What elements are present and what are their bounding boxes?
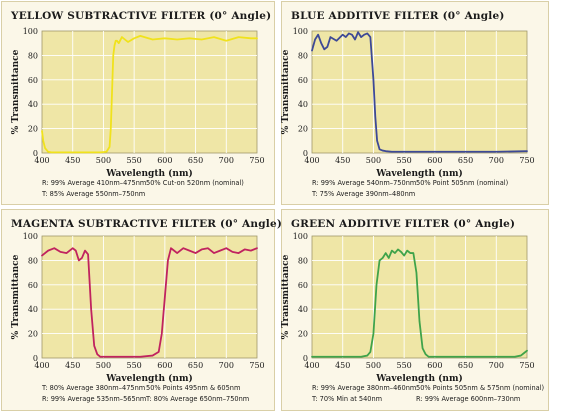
blue-additive-filter-panel	[281, 1, 549, 205]
spec-note: R: 99% Average 380nm–460nm	[312, 384, 417, 392]
spec-note: R: 99% Average 540nm–750nm	[312, 179, 417, 187]
chart-title: YELLOW SUBTRACTIVE FILTER (0° Angle)	[11, 10, 271, 22]
spec-note: 50% Points 495nm & 605nm	[146, 384, 241, 392]
spec-note: T: 75% Average 390nm–480nm	[312, 190, 416, 198]
spec-notes: T: 80% Average 380nm–475nm 50% Points 495…	[42, 383, 296, 407]
chart-title-text: GREEN ADDITIVE FILTER	[291, 218, 450, 230]
chart-title-text: MAGENTA SUBTRACTIVE FILTER	[11, 218, 217, 230]
spec-note: T: 85% Average 550nm–750nm	[42, 190, 146, 198]
chart-title-angle: (0° Angle)	[205, 10, 272, 22]
chart-title-angle: (0° Angle)	[216, 218, 282, 230]
spec-note: R: 99% Average 600nm–730nm	[416, 395, 521, 403]
spec-notes: R: 99% Average 540nm–750nm 50% Point 505n…	[312, 178, 560, 202]
spec-note: T: 80% Average 380nm–475nm	[42, 384, 146, 392]
spec-note: 50% Cut-on 520nm (nominal)	[146, 179, 244, 187]
yellow-subtractive-filter-panel	[1, 1, 275, 205]
chart-title-text: YELLOW SUBTRACTIVE FILTER	[11, 10, 206, 22]
chart-title: BLUE ADDITIVE FILTER (0° Angle)	[291, 10, 505, 22]
magenta-subtractive-filter-panel	[1, 209, 275, 411]
chart-title: MAGENTA SUBTRACTIVE FILTER (0° Angle)	[11, 218, 282, 230]
spec-note: 50% Points 505nm & 575nm (nominal)	[416, 384, 545, 392]
green-additive-filter-panel	[281, 209, 549, 411]
chart-title-text: BLUE ADDITIVE FILTER	[291, 10, 439, 22]
chart-title: GREEN ADDITIVE FILTER (0° Angle)	[291, 218, 515, 230]
spec-note: R: 99% Average 410nm–475nm	[42, 179, 147, 187]
spec-notes: R: 99% Average 380nm–460nm 50% Points 505…	[312, 383, 560, 407]
spec-notes: R: 99% Average 410nm–475nm 50% Cut-on 520…	[42, 178, 296, 202]
spec-note: 50% Point 505nm (nominal)	[416, 179, 509, 187]
spec-note: T: 80% Average 650nm–750nm	[146, 395, 250, 403]
spec-note: T: 70% Min at 540nm	[312, 395, 383, 403]
chart-title-angle: (0° Angle)	[449, 218, 516, 230]
spec-note: R: 99% Average 535nm–565nm	[42, 395, 147, 403]
chart-title-angle: (0° Angle)	[438, 10, 505, 22]
